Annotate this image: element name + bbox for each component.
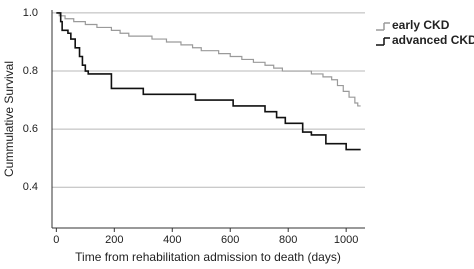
x-axis-label: Time from rehabilitation admission to de… bbox=[75, 250, 341, 264]
x-tick-label: 800 bbox=[279, 234, 297, 246]
legend-label: advanced CKD bbox=[392, 33, 474, 47]
x-tick-label: 1000 bbox=[334, 234, 358, 246]
x-tick-label: 600 bbox=[221, 234, 239, 246]
survival-curve bbox=[56, 12, 361, 151]
survival-curve bbox=[56, 12, 361, 107]
x-tick-label: 0 bbox=[53, 234, 59, 246]
y-tick-label: 1.0 bbox=[23, 7, 38, 19]
y-tick-label: 0.4 bbox=[23, 181, 38, 193]
x-tick-label: 200 bbox=[105, 234, 123, 246]
y-tick-label: 0.8 bbox=[23, 65, 38, 77]
y-axis-label: Cummulative Survival bbox=[2, 61, 16, 177]
y-tick-label: 0.6 bbox=[23, 123, 38, 135]
legend-label: early CKD bbox=[392, 18, 450, 32]
x-tick-label: 400 bbox=[163, 234, 181, 246]
